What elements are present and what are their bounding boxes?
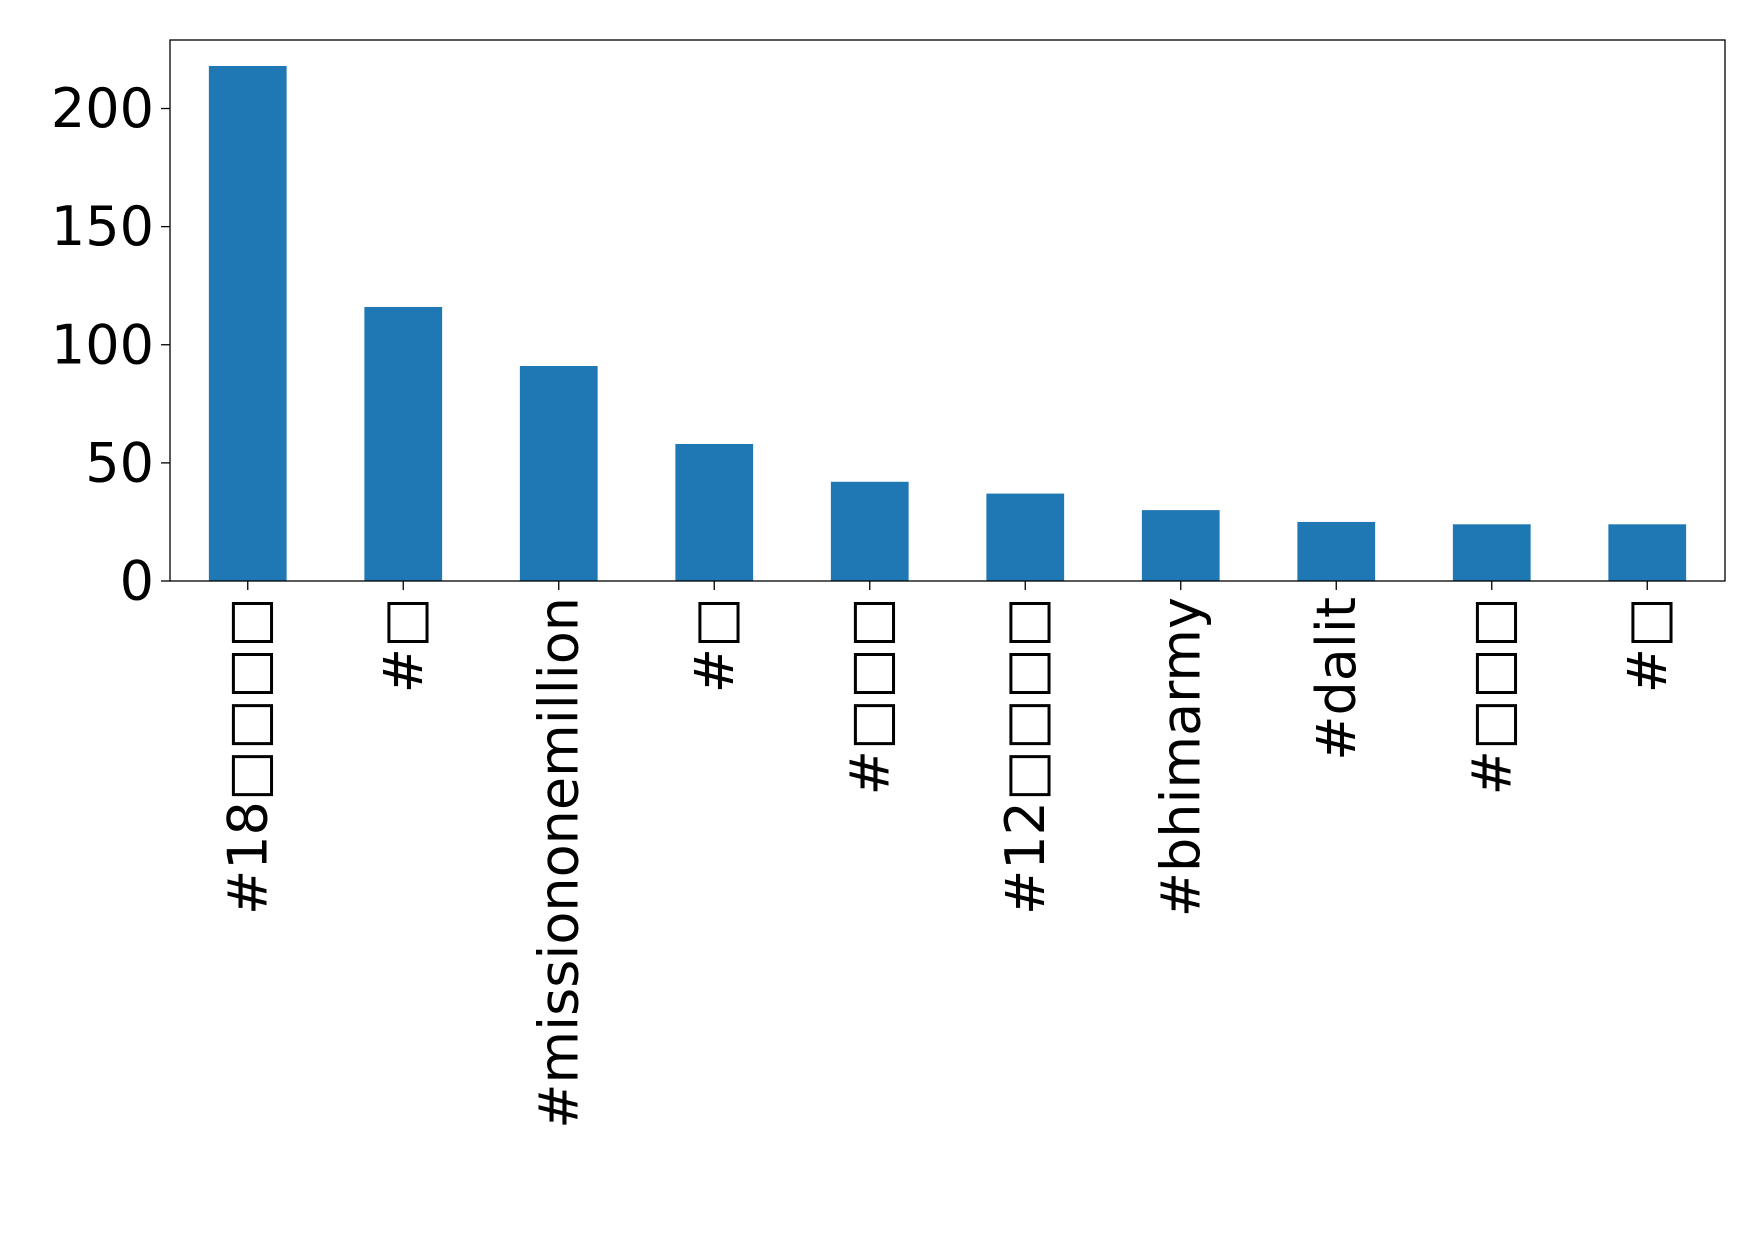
x-tick-label: #12□□□□ — [994, 597, 1057, 915]
x-axis: #18□□□□ #□ #missiononemillion #□ #□□□ #12□□□□… — [216, 581, 1679, 1129]
bar-7 — [1141, 510, 1220, 581]
bar-10 — [1608, 524, 1687, 581]
bars-group — [208, 65, 1687, 582]
y-tick-label: 150 — [51, 195, 154, 258]
bar-9 — [1452, 524, 1531, 581]
bar-8 — [1297, 521, 1376, 581]
bar-5 — [830, 481, 909, 581]
x-tick-label: #18□□□□ — [216, 597, 279, 915]
y-tick-label: 0 — [120, 550, 154, 613]
bar-6 — [986, 493, 1065, 581]
y-tick-label: 50 — [85, 431, 154, 494]
x-tick-label: #□□□ — [1460, 597, 1523, 795]
x-tick-label: #bhimarmy — [1149, 597, 1212, 917]
bar-4 — [675, 443, 754, 581]
x-tick-label: #□ — [683, 597, 746, 693]
bar-3 — [519, 366, 598, 581]
x-tick-label: #missiononemillion — [527, 597, 590, 1129]
y-axis: 0 50 100 150 200 — [51, 77, 170, 613]
x-tick-label: #□□□ — [838, 597, 901, 795]
x-tick-label: #□ — [372, 597, 435, 693]
x-tick-label: #□ — [1616, 597, 1679, 693]
plot-area-frame — [169, 39, 1726, 582]
y-tick-label: 100 — [51, 313, 154, 376]
x-tick-label: #dalit — [1305, 597, 1368, 761]
bar-1 — [208, 65, 287, 582]
bar-2 — [364, 306, 443, 581]
y-tick-label: 200 — [51, 77, 154, 140]
